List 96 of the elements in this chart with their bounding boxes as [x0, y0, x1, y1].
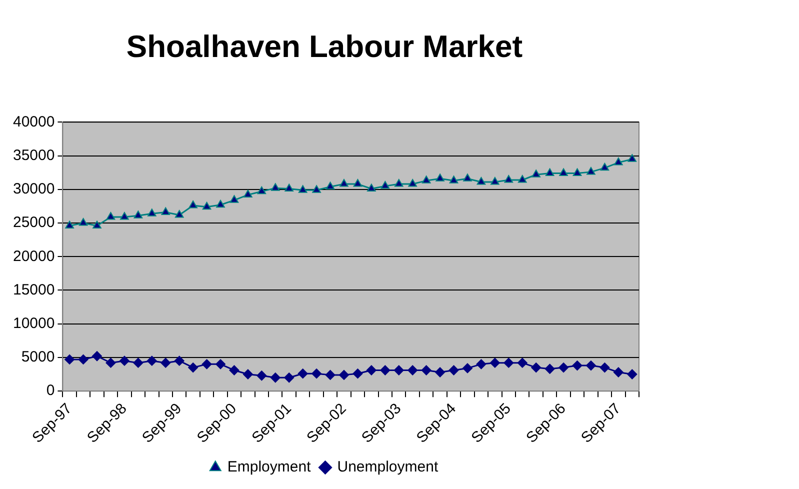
point — [476, 177, 486, 185]
y-tick-label: 35000 — [12, 146, 55, 164]
point — [518, 175, 527, 183]
point — [120, 212, 129, 220]
point — [408, 179, 417, 187]
point — [230, 195, 239, 203]
point — [78, 218, 88, 226]
point — [613, 367, 624, 378]
point — [531, 362, 542, 373]
y-tick-label: 25000 — [12, 214, 55, 232]
point — [325, 370, 336, 380]
point — [174, 356, 184, 366]
point — [408, 365, 418, 376]
point — [161, 207, 170, 216]
y-tick-label: 20000 — [12, 248, 55, 265]
point — [284, 372, 294, 383]
point — [188, 200, 198, 208]
point — [394, 179, 404, 187]
point — [449, 176, 458, 184]
chart-title: Shoalhaven Labour Market — [126, 29, 523, 64]
point — [119, 356, 130, 366]
point — [284, 184, 294, 192]
point — [559, 168, 568, 176]
point — [586, 360, 596, 371]
point — [202, 359, 212, 370]
point — [298, 368, 308, 379]
point — [270, 372, 280, 383]
point — [463, 174, 472, 182]
point — [312, 368, 322, 379]
point — [504, 175, 514, 183]
point — [106, 358, 116, 368]
point — [421, 365, 432, 376]
point — [490, 177, 500, 185]
point — [366, 365, 376, 376]
point — [544, 364, 555, 374]
point — [174, 210, 184, 218]
point — [338, 370, 349, 380]
point — [146, 356, 157, 366]
legend-label: Employment — [227, 458, 312, 476]
point — [65, 220, 74, 228]
point — [517, 358, 528, 368]
point — [572, 168, 582, 176]
point — [106, 212, 116, 220]
point — [572, 360, 582, 371]
point — [600, 162, 610, 171]
point — [394, 365, 404, 376]
point — [367, 184, 376, 192]
point — [229, 365, 240, 376]
point — [270, 183, 280, 191]
y-tick-label: 15000 — [12, 281, 55, 298]
y-tick-label: 40000 — [12, 113, 55, 130]
point — [380, 181, 390, 189]
point — [353, 179, 362, 187]
point — [340, 179, 348, 187]
point — [545, 168, 554, 176]
point — [216, 359, 226, 370]
point — [504, 358, 514, 368]
point — [422, 176, 431, 184]
point — [628, 154, 637, 162]
point — [435, 367, 446, 378]
point — [242, 369, 253, 380]
point — [352, 368, 363, 379]
point — [202, 202, 212, 210]
point — [92, 351, 102, 362]
point — [160, 358, 171, 368]
point — [216, 200, 225, 208]
point — [380, 365, 390, 376]
point — [188, 362, 198, 373]
point — [532, 170, 540, 178]
point — [134, 210, 143, 218]
point — [586, 166, 596, 175]
point — [312, 185, 321, 193]
y-tick-label: 0 — [46, 382, 55, 400]
point — [78, 354, 88, 364]
legend-label: Unemployment — [337, 458, 439, 476]
point — [614, 158, 623, 166]
point — [490, 358, 500, 368]
y-tick-label: 30000 — [12, 180, 55, 198]
point — [627, 369, 638, 380]
point — [462, 363, 472, 374]
point — [133, 358, 144, 368]
point — [448, 365, 459, 376]
point — [64, 354, 75, 364]
point — [600, 362, 610, 373]
point — [92, 220, 102, 228]
point — [244, 190, 252, 198]
point — [436, 174, 444, 182]
point — [257, 186, 266, 194]
point — [148, 208, 156, 216]
point — [476, 359, 486, 370]
y-tick-label: 5000 — [21, 348, 55, 366]
point — [298, 185, 308, 193]
point — [326, 182, 335, 190]
point — [256, 370, 267, 381]
point — [558, 362, 569, 373]
y-tick-label: 10000 — [12, 314, 55, 332]
